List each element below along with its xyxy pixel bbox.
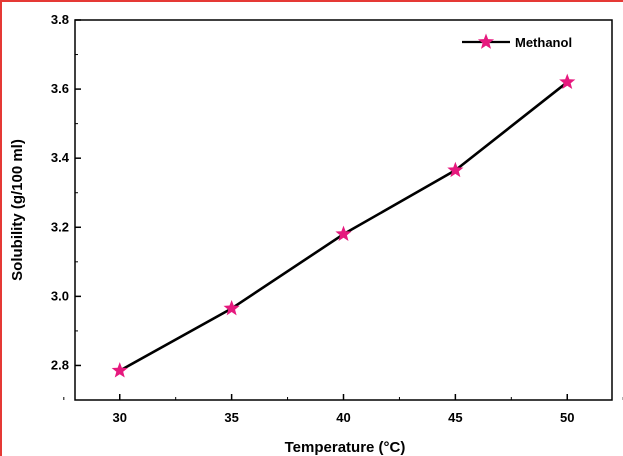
legend: Methanol <box>462 33 572 50</box>
legend-label-methanol: Methanol <box>515 35 572 50</box>
data-point-star <box>447 161 464 178</box>
y-axis-title: Solubility (g/100 ml) <box>9 139 26 281</box>
data-point-star <box>111 362 128 378</box>
y-tick-label: 2.8 <box>51 357 69 372</box>
y-tick-label: 3.6 <box>51 81 69 96</box>
x-tick-label: 50 <box>560 410 574 425</box>
data-point-star <box>559 73 576 90</box>
x-tick-label: 45 <box>448 410 462 425</box>
data-point-star <box>223 299 240 316</box>
x-axis-ticks: 30 35 40 45 50 <box>63 394 623 425</box>
legend-star-marker <box>477 33 495 49</box>
plot-area-border <box>74 19 613 401</box>
data-point-star <box>335 225 352 242</box>
x-tick-label: 35 <box>224 410 238 425</box>
y-tick-label: 3.0 <box>51 288 69 303</box>
y-tick-label: 3.4 <box>51 150 70 165</box>
y-tick-label: 3.8 <box>51 12 69 27</box>
y-tick-label: 3.2 <box>51 219 69 234</box>
x-axis-title: Temperature (°C) <box>285 439 406 456</box>
x-tick-label: 40 <box>336 410 350 425</box>
y-axis-ticks: 2.8 3.0 3.2 3.4 3.6 3.8 <box>51 12 81 401</box>
data-markers <box>111 73 576 378</box>
x-tick-label: 30 <box>113 410 127 425</box>
